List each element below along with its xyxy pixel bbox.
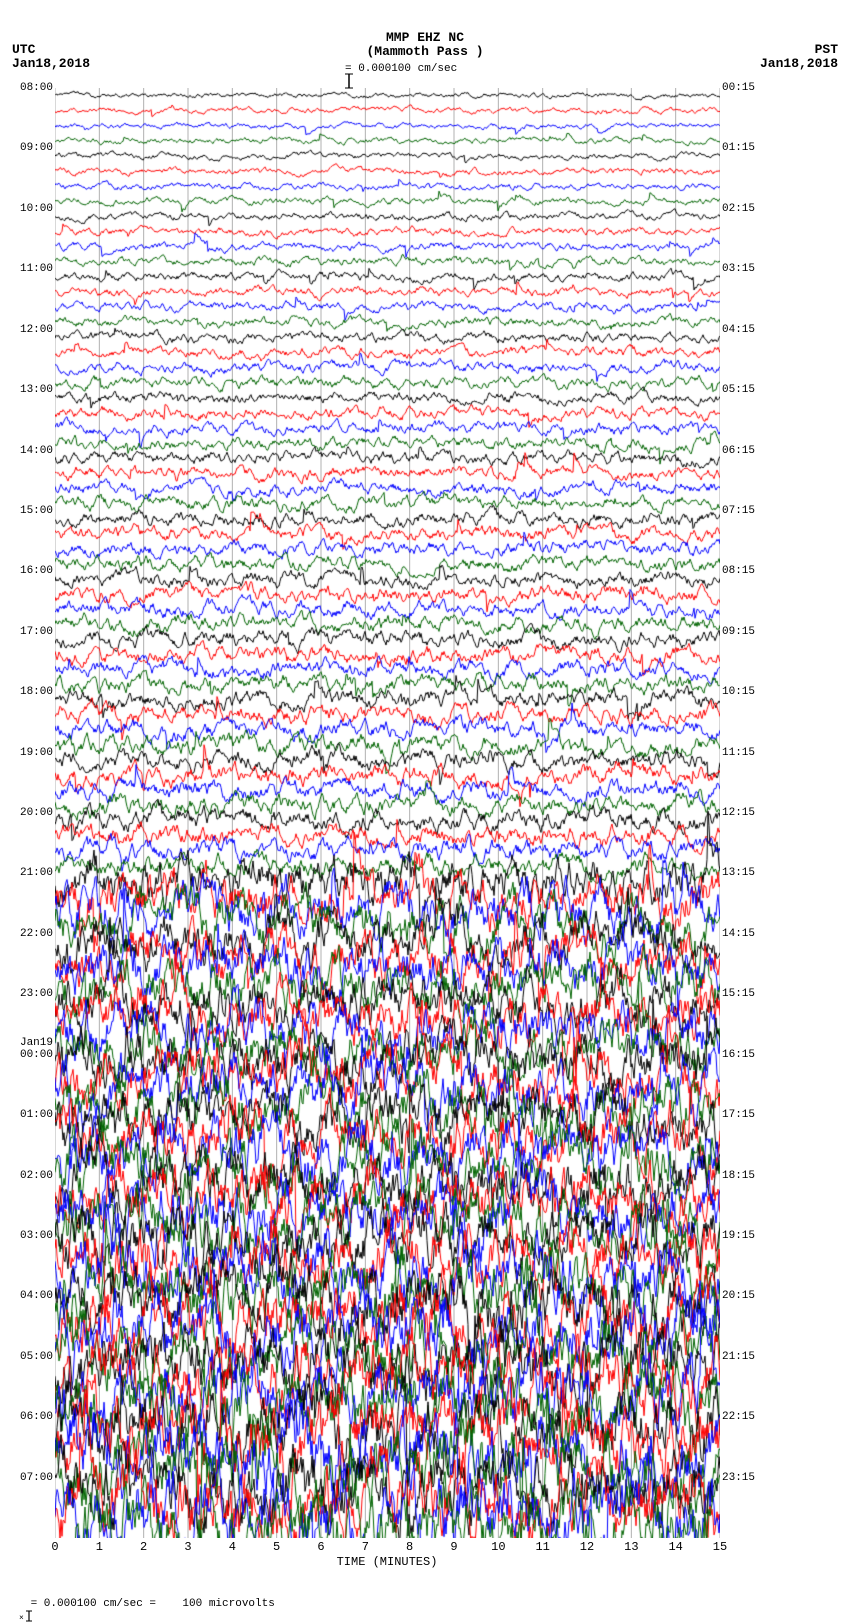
hour-label-pst: 11:15 (722, 747, 755, 759)
hour-label-utc: 02:00 (20, 1170, 53, 1182)
hour-label-pst: 18:15 (722, 1170, 755, 1182)
xaxis-tick: 2 (140, 1540, 147, 1554)
hour-label-utc: 23:00 (20, 988, 53, 1000)
hour-label-utc: 18:00 (20, 686, 53, 698)
hour-label-utc: 09:00 (20, 142, 53, 154)
xaxis-tick: 11 (535, 1540, 549, 1554)
footnote-text: = 0.000100 cm/sec = 100 microvolts (24, 1598, 275, 1610)
hour-label-pst: 08:15 (722, 565, 755, 577)
hour-label-pst: 10:15 (722, 686, 755, 698)
hour-label-utc: 19:00 (20, 747, 53, 759)
hour-label-utc: 05:00 (20, 1351, 53, 1363)
hour-label-pst: 09:15 (722, 626, 755, 638)
hour-label-pst: 15:15 (722, 988, 755, 1000)
date-left: Jan18,2018 (12, 56, 90, 71)
xaxis-tick: 8 (406, 1540, 413, 1554)
xaxis-tick: 15 (713, 1540, 727, 1554)
xaxis-tick: 0 (51, 1540, 58, 1554)
xaxis-tick: 14 (668, 1540, 682, 1554)
xaxis-tick: 13 (624, 1540, 638, 1554)
xaxis-tick: 10 (491, 1540, 505, 1554)
xaxis-tick: 6 (317, 1540, 324, 1554)
hour-label-utc: 14:00 (20, 445, 53, 457)
xaxis-tick: 4 (229, 1540, 236, 1554)
hour-label-pst: 19:15 (722, 1230, 755, 1242)
hour-label-pst: 06:15 (722, 445, 755, 457)
xaxis-tick: 1 (96, 1540, 103, 1554)
hour-label-pst: 21:15 (722, 1351, 755, 1363)
hour-label-pst: 02:15 (722, 203, 755, 215)
hour-label-utc: 13:00 (20, 384, 53, 396)
hour-label-utc: 04:00 (20, 1290, 53, 1302)
hour-label-utc: 12:00 (20, 324, 53, 336)
hour-label-pst: 03:15 (722, 263, 755, 275)
xaxis-tick: 3 (184, 1540, 191, 1554)
seismogram-canvas (55, 88, 720, 1538)
hour-label-pst: 05:15 (722, 384, 755, 396)
hour-label-utc: 00:00 (20, 1049, 53, 1061)
hour-label-pst: 12:15 (722, 807, 755, 819)
hour-label-utc: 03:00 (20, 1230, 53, 1242)
hour-label-utc: Jan19 (20, 1037, 53, 1049)
hour-label-pst: 13:15 (722, 867, 755, 879)
hour-label-pst: 23:15 (722, 1472, 755, 1484)
hour-label-utc: 06:00 (20, 1411, 53, 1423)
xaxis-label: TIME (MINUTES) (337, 1555, 438, 1569)
hour-label-pst: 00:15 (722, 82, 755, 94)
hour-label-utc: 15:00 (20, 505, 53, 517)
hour-label-utc: 16:00 (20, 565, 53, 577)
hour-label-pst: 20:15 (722, 1290, 755, 1302)
hour-label-utc: 10:00 (20, 203, 53, 215)
xaxis-tick: 7 (362, 1540, 369, 1554)
scale-text: = 0.000100 cm/sec (345, 63, 457, 75)
hour-label-utc: 11:00 (20, 263, 53, 275)
hour-label-utc: 01:00 (20, 1109, 53, 1121)
hour-label-pst: 17:15 (722, 1109, 755, 1121)
hour-label-utc: 07:00 (20, 1472, 53, 1484)
station-name: (Mammoth Pass ) (366, 44, 483, 59)
xaxis-tick: 12 (580, 1540, 594, 1554)
date-right: Jan18,2018 (760, 56, 838, 71)
hour-label-utc: 21:00 (20, 867, 53, 879)
hour-label-pst: 04:15 (722, 324, 755, 336)
tz-left: UTC (12, 42, 35, 57)
tz-right: PST (815, 42, 838, 57)
hour-label-pst: 07:15 (722, 505, 755, 517)
hour-label-pst: 16:15 (722, 1049, 755, 1061)
xaxis-tick: 5 (273, 1540, 280, 1554)
station-id: MMP EHZ NC (386, 30, 464, 45)
hour-label-pst: 01:15 (722, 142, 755, 154)
hour-label-pst: 22:15 (722, 1411, 755, 1423)
hour-label-pst: 14:15 (722, 928, 755, 940)
svg-text:×: × (19, 1614, 24, 1622)
hour-label-utc: 17:00 (20, 626, 53, 638)
hour-label-utc: 22:00 (20, 928, 53, 940)
hour-label-utc: 20:00 (20, 807, 53, 819)
hour-label-utc: 08:00 (20, 82, 53, 94)
xaxis-tick: 9 (450, 1540, 457, 1554)
